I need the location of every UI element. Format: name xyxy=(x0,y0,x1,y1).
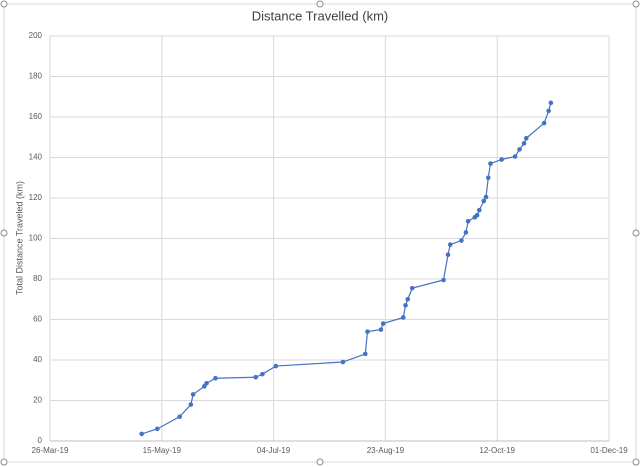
y-tick-label: 100 xyxy=(29,234,43,243)
point xyxy=(155,426,160,432)
x-tick-label: 15-May-19 xyxy=(143,446,182,455)
point xyxy=(477,207,482,213)
x-tick-label: 26-Mar-19 xyxy=(32,446,69,455)
point xyxy=(177,414,182,420)
point xyxy=(546,108,551,114)
point xyxy=(523,135,529,141)
point xyxy=(499,157,504,162)
y-tick-label: 40 xyxy=(33,355,42,364)
y-tick-label: 140 xyxy=(29,153,43,162)
y-tick-label: 60 xyxy=(33,315,42,324)
point xyxy=(474,212,480,218)
point xyxy=(517,147,522,152)
point xyxy=(488,161,493,166)
point xyxy=(253,374,259,380)
point xyxy=(365,329,370,334)
y-tick-label: 120 xyxy=(29,193,43,202)
point xyxy=(190,392,196,397)
point xyxy=(362,351,368,357)
point xyxy=(512,154,518,159)
point xyxy=(204,380,209,386)
y-tick-label: 160 xyxy=(29,112,43,121)
point xyxy=(260,371,265,377)
point xyxy=(481,198,487,204)
x-tick-label: 23-Aug-19 xyxy=(367,446,405,455)
point xyxy=(465,218,471,224)
x-tick-label: 12-Oct-19 xyxy=(479,446,515,455)
point xyxy=(403,303,408,308)
y-tick-label: 180 xyxy=(29,72,43,81)
y-tick-label: 0 xyxy=(38,436,43,445)
point xyxy=(405,296,411,302)
point xyxy=(139,431,144,437)
point xyxy=(441,277,446,283)
point xyxy=(541,120,547,126)
chart-frame xyxy=(3,3,637,463)
point xyxy=(483,194,489,200)
point xyxy=(213,375,218,381)
point xyxy=(409,285,415,291)
point xyxy=(400,315,406,320)
point xyxy=(188,402,194,407)
point xyxy=(378,327,384,332)
x-tick-label: 04-Jul-19 xyxy=(257,446,291,455)
y-tick-label: 20 xyxy=(33,396,42,405)
point xyxy=(340,359,346,365)
point xyxy=(485,175,491,181)
y-tick-label: 80 xyxy=(33,274,42,283)
point xyxy=(273,363,279,369)
chart-title: Distance Travelled (km) xyxy=(252,8,389,23)
point xyxy=(521,141,527,146)
point xyxy=(459,238,464,243)
point xyxy=(380,321,386,326)
point xyxy=(445,252,451,257)
point xyxy=(548,100,554,106)
x-tick-label: 01-Dec-19 xyxy=(590,446,628,455)
y-axis-title: Total Distance Traveled (km) xyxy=(14,181,24,295)
y-tick-label: 200 xyxy=(29,31,43,40)
point xyxy=(463,230,469,235)
point xyxy=(447,242,453,247)
